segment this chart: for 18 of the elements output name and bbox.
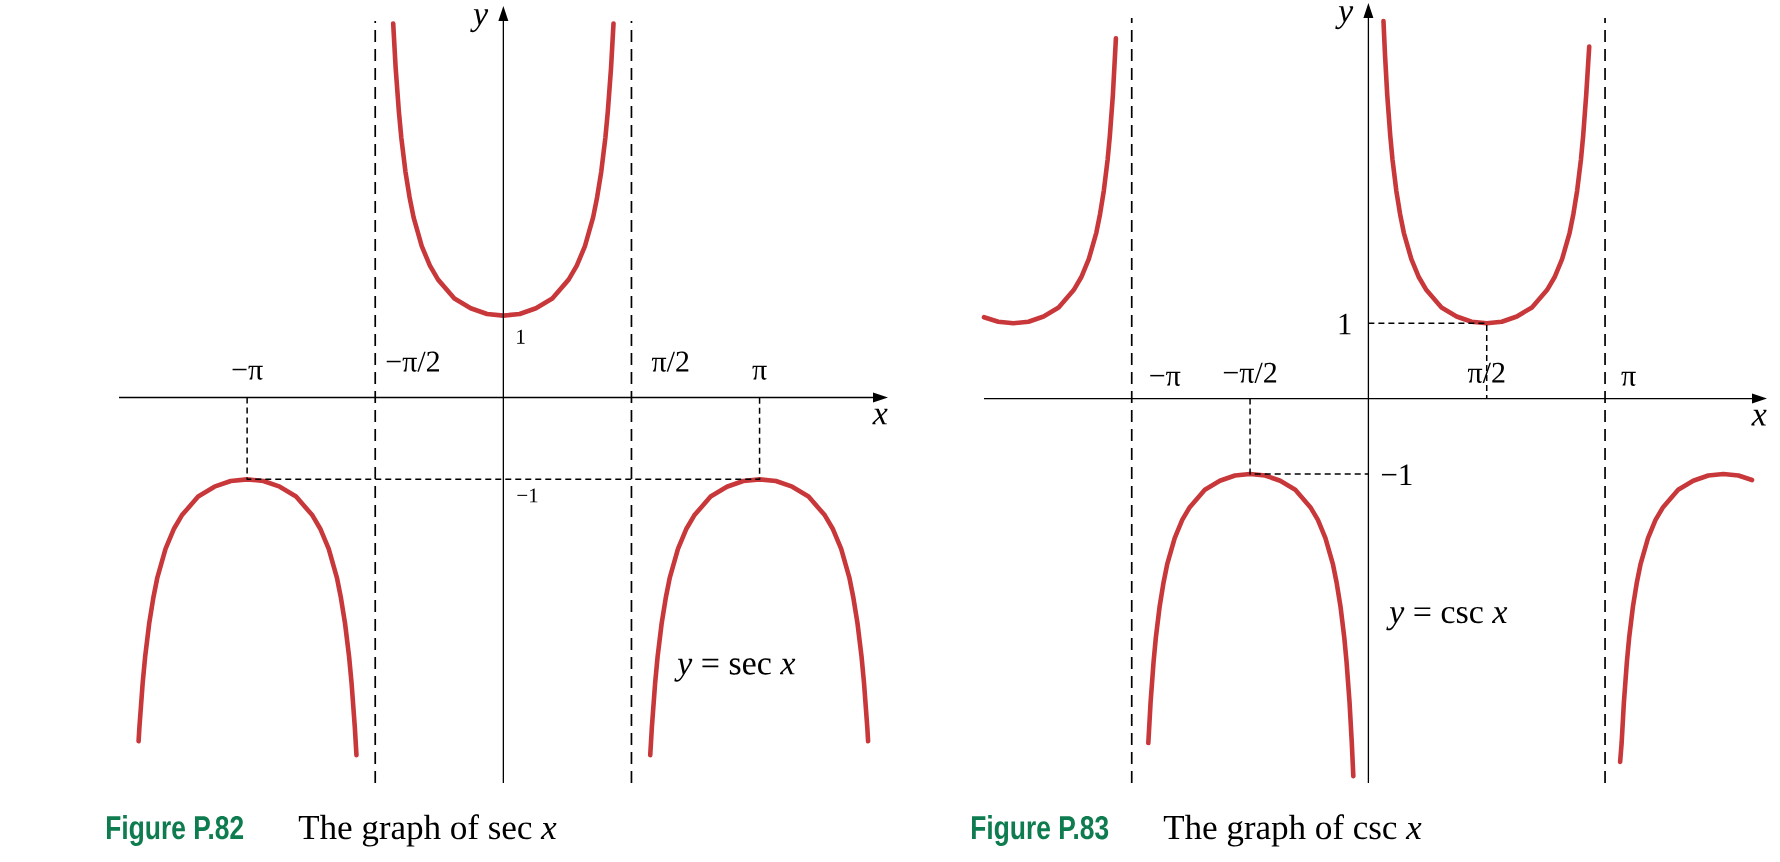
- x-tick-label: −π/2: [1223, 362, 1277, 383]
- data-label: 1: [517, 329, 525, 344]
- y-axis-title: y: [470, 9, 489, 33]
- x-axis-title: x: [872, 408, 888, 425]
- y-axis-title: y: [1335, 6, 1354, 30]
- x-tick-label: −π: [232, 365, 263, 380]
- data-label: −1: [517, 488, 538, 503]
- x-tick-label: π/2: [1467, 362, 1505, 383]
- x-tick-label: π: [752, 365, 767, 380]
- annotation: y = sec x: [674, 658, 796, 682]
- text: Figure P.83: [971, 815, 1109, 846]
- data-label: 1: [1339, 313, 1351, 335]
- text: The graph of csc x: [1163, 814, 1422, 847]
- text: Figure P.82: [106, 815, 244, 846]
- text: The graph of sec x: [298, 814, 557, 847]
- x-axis-title: x: [1751, 409, 1767, 426]
- annotation: y = csc x: [1386, 606, 1508, 631]
- data-label: −1: [1381, 464, 1412, 485]
